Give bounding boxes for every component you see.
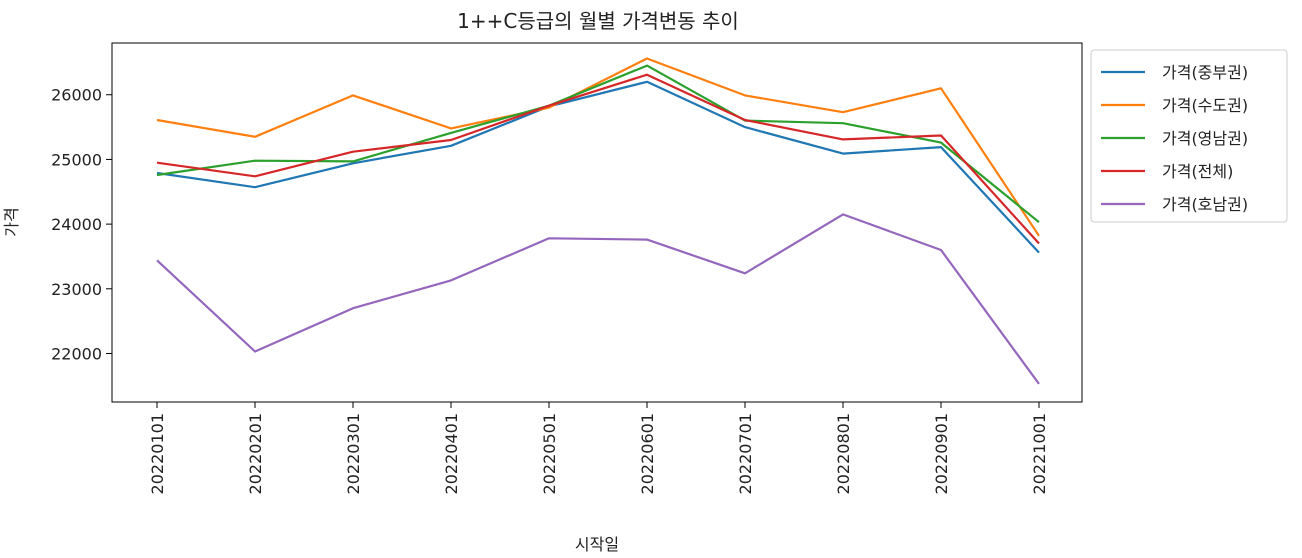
legend: 가격(중부권) 가격(수도권) 가격(영남권) 가격(전체) 가격(호남권)	[1090, 49, 1288, 223]
legend-label: 가격(수도권)	[1162, 96, 1248, 115]
y-tick-label: 24000	[51, 215, 102, 234]
legend-frame	[1090, 49, 1288, 223]
series-line	[156, 57, 1040, 237]
x-tick-label: 20220501	[540, 413, 559, 494]
x-tick-label: 20220201	[246, 413, 265, 494]
x-tick-label: 20220101	[148, 413, 167, 494]
y-tick-label: 25000	[51, 150, 102, 169]
legend-label: 가격(영남권)	[1162, 129, 1248, 148]
y-axis-label: 가격	[2, 207, 21, 236]
y-tick-label: 23000	[51, 280, 102, 299]
series-line	[156, 80, 1040, 254]
x-tick-label: 20220601	[638, 413, 657, 494]
legend-label: 가격(호남권)	[1162, 195, 1248, 214]
series-line	[156, 64, 1040, 224]
series-line	[156, 213, 1040, 385]
legend-label: 가격(중부권)	[1162, 63, 1248, 82]
x-tick-label: 20220801	[834, 413, 853, 494]
x-axis-label: 시작일	[575, 535, 619, 554]
legend-label: 가격(전체)	[1162, 162, 1233, 181]
series-group	[156, 57, 1040, 385]
series-line	[156, 73, 1040, 245]
y-axis: 22000 23000 24000 25000 26000	[51, 86, 112, 363]
y-tick-label: 26000	[51, 86, 102, 105]
x-axis: 20220101 20220201 20220301 20220401 20220501…	[148, 402, 1049, 494]
x-tick-label: 20220701	[736, 413, 755, 494]
plot-area	[111, 42, 1083, 403]
x-tick-label: 20220301	[344, 413, 363, 494]
x-tick-label: 20221001	[1030, 413, 1049, 494]
x-tick-label: 20220401	[442, 413, 461, 494]
chart-title: 1++C등급의 월별 가격변동 추이	[457, 9, 739, 33]
x-tick-label: 20220901	[932, 413, 951, 494]
y-tick-label: 22000	[51, 344, 102, 363]
